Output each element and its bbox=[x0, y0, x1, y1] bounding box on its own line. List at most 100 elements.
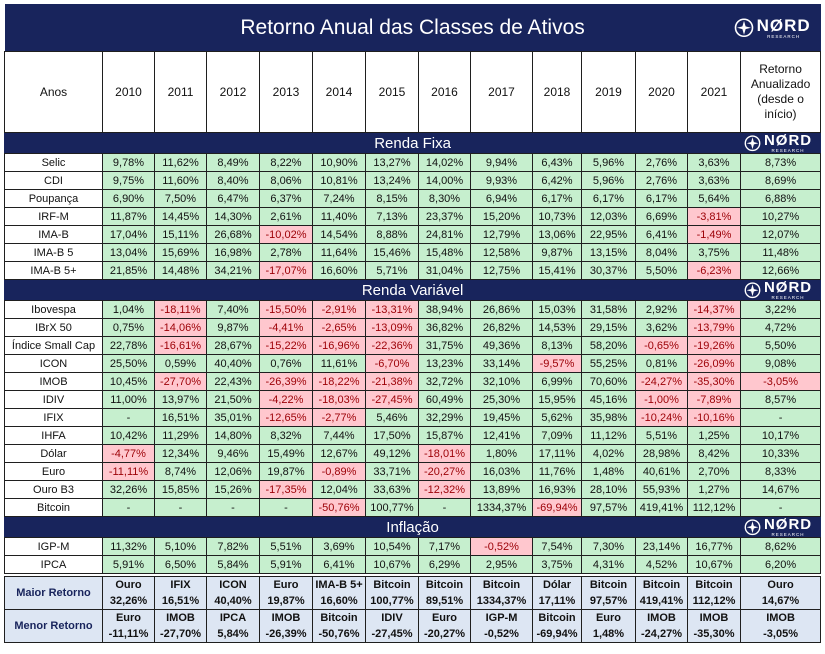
return-cell: -2,65% bbox=[312, 318, 366, 337]
column-header-year: 2013 bbox=[259, 51, 313, 133]
annualized-cell: - bbox=[739, 408, 822, 427]
return-cell: -1,00% bbox=[635, 390, 688, 409]
return-cell: 7,30% bbox=[581, 537, 636, 556]
return-cell: 8,42% bbox=[687, 444, 741, 463]
return-cell: 8,22% bbox=[259, 153, 313, 172]
return-cell: 6,47% bbox=[206, 189, 260, 208]
return-cell: 22,95% bbox=[581, 225, 636, 244]
column-header-year: 2016 bbox=[418, 51, 471, 133]
return-cell: -0,89% bbox=[312, 462, 366, 481]
summary-value: 40,40% bbox=[206, 593, 260, 610]
return-cell: -10,24% bbox=[635, 408, 688, 427]
return-cell: 11,29% bbox=[154, 426, 207, 445]
return-cell: -6,70% bbox=[365, 354, 419, 373]
table-row: IRF-M 11,87% 14,45% 14,30% 2,61% 11,40% 7,13% 2… bbox=[4, 207, 822, 226]
return-cell: 9,78% bbox=[102, 153, 155, 172]
table-row: IMA-B 17,04% 15,11% 26,68% -10,02% 14,54% 8,88… bbox=[4, 225, 822, 244]
annualized-cell: - bbox=[739, 498, 822, 517]
return-cell: -27,70% bbox=[154, 372, 207, 391]
table-row: Dólar -4,77% 12,34% 9,46% 15,49% 12,67% 49,12%… bbox=[4, 444, 822, 463]
summary-asset: Bitcoin bbox=[365, 576, 419, 593]
summary-value: 419,41% bbox=[635, 593, 688, 610]
summary-asset: Euro bbox=[418, 609, 471, 626]
return-cell: 13,24% bbox=[365, 171, 419, 190]
return-cell: 8,13% bbox=[532, 336, 582, 355]
return-cell: 5,84% bbox=[206, 555, 260, 574]
return-cell: - bbox=[206, 498, 260, 517]
summary-asset: IDIV bbox=[365, 609, 419, 626]
summary-value: -0,52% bbox=[470, 626, 533, 643]
summary-value: 14,67% bbox=[739, 593, 822, 610]
return-cell: 45,16% bbox=[581, 390, 636, 409]
return-cell: 10,81% bbox=[312, 171, 366, 190]
return-cell: 10,67% bbox=[365, 555, 419, 574]
return-cell: 15,48% bbox=[418, 243, 471, 262]
return-cell: 58,20% bbox=[581, 336, 636, 355]
row-label: Ibovespa bbox=[4, 300, 103, 319]
return-cell: 5,64% bbox=[687, 189, 741, 208]
return-cell: 11,40% bbox=[312, 207, 366, 226]
row-label: Dólar bbox=[4, 444, 103, 463]
annualized-cell: 3,22% bbox=[739, 300, 822, 319]
return-cell: 13,04% bbox=[102, 243, 155, 262]
return-cell: -15,22% bbox=[259, 336, 313, 355]
row-label: IHFA bbox=[4, 426, 103, 445]
return-cell: 8,49% bbox=[206, 153, 260, 172]
return-cell: 3,63% bbox=[687, 171, 741, 190]
summary-value: 112,12% bbox=[687, 593, 741, 610]
return-cell: -21,38% bbox=[365, 372, 419, 391]
return-cell: 1334,37% bbox=[470, 498, 533, 517]
return-cell: 17,11% bbox=[532, 444, 582, 463]
return-cell: 33,71% bbox=[365, 462, 419, 481]
return-cell: 10,90% bbox=[312, 153, 366, 172]
column-header-annualized: Retorno Anualizado (desde o início) bbox=[739, 51, 822, 133]
summary-value: 16,60% bbox=[312, 593, 366, 610]
return-cell: 14,02% bbox=[418, 153, 471, 172]
return-cell: 22,43% bbox=[206, 372, 260, 391]
return-cell: 13,06% bbox=[532, 225, 582, 244]
return-cell: - bbox=[154, 498, 207, 517]
summary-label: Maior Retorno bbox=[4, 576, 103, 610]
table-row: Ibovespa 1,04% -18,11% 7,40% -15,50% -2,91% -1… bbox=[4, 300, 822, 319]
return-cell: 4,52% bbox=[635, 555, 688, 574]
return-cell: 22,78% bbox=[102, 336, 155, 355]
return-cell: 16,77% bbox=[687, 537, 741, 556]
compass-logo-icon bbox=[744, 135, 761, 151]
return-cell: 6,41% bbox=[635, 225, 688, 244]
return-cell: -15,50% bbox=[259, 300, 313, 319]
return-cell: 1,04% bbox=[102, 300, 155, 319]
annualized-cell: 6,88% bbox=[739, 189, 822, 208]
return-cell: 97,57% bbox=[581, 498, 636, 517]
summary-asset: Bitcoin bbox=[687, 576, 741, 593]
return-cell: - bbox=[102, 498, 155, 517]
table-row: Índice Small Cap 22,78% -16,61% 28,67% -15,2… bbox=[4, 336, 822, 355]
return-cell: 8,32% bbox=[259, 426, 313, 445]
return-cell: 2,95% bbox=[470, 555, 533, 574]
return-cell: 34,21% bbox=[206, 261, 260, 280]
annualized-cell: 8,62% bbox=[739, 537, 822, 556]
summary-asset: Bitcoin bbox=[418, 576, 471, 593]
column-header-year: 2011 bbox=[154, 51, 207, 133]
return-cell: 0,81% bbox=[635, 354, 688, 373]
return-cell: 12,75% bbox=[470, 261, 533, 280]
return-cell: 5,51% bbox=[259, 537, 313, 556]
nord-logo: NØRD RESEARCH bbox=[734, 16, 811, 39]
return-cell: 21,85% bbox=[102, 261, 155, 280]
return-cell: -9,57% bbox=[532, 354, 582, 373]
return-cell: 5,46% bbox=[365, 408, 419, 427]
return-cell: 15,69% bbox=[154, 243, 207, 262]
return-cell: 5,51% bbox=[635, 426, 688, 445]
return-cell: 9,75% bbox=[102, 171, 155, 190]
return-cell: 419,41% bbox=[635, 498, 688, 517]
table-row: Bitcoin - - - - -50,76% 100,77% -1334,37% -69,94… bbox=[4, 498, 822, 517]
return-cell: 7,82% bbox=[206, 537, 260, 556]
return-cell: 12,34% bbox=[154, 444, 207, 463]
return-cell: 55,93% bbox=[635, 480, 688, 499]
return-cell: 3,63% bbox=[687, 153, 741, 172]
return-cell: 10,73% bbox=[532, 207, 582, 226]
return-cell: 25,30% bbox=[470, 390, 533, 409]
logo-text: NØRD bbox=[763, 516, 813, 533]
table-row: IFIX -16,51% 35,01% -12,65% -2,77% 5,46% 32,29… bbox=[4, 408, 822, 427]
return-cell: 17,50% bbox=[365, 426, 419, 445]
annualized-cell: 6,20% bbox=[739, 555, 822, 574]
